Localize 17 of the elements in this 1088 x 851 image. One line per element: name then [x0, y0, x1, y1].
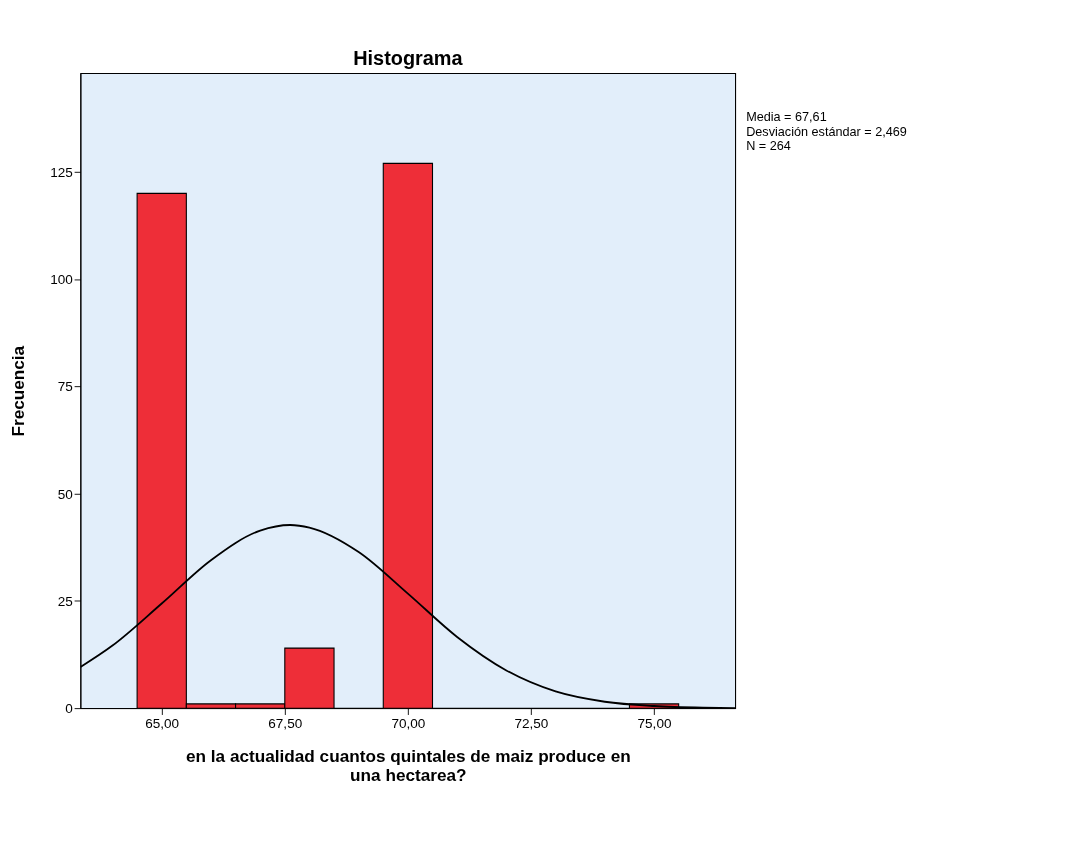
text: Desviación estándar = 2,469	[746, 124, 907, 139]
y-tick-label: 50	[57, 486, 73, 502]
y-tick-label: 75	[57, 379, 73, 395]
x-axis-title: en la actualidad cuantos quintales de maiz produce en una hectarea?	[186, 745, 631, 785]
x-tick-label: 70,00	[391, 715, 426, 731]
text: N = 264	[746, 139, 791, 154]
x-tick-label: 65,00	[145, 715, 180, 731]
text: Media = 67,61	[746, 110, 827, 125]
y-tick-label: 100	[50, 272, 73, 288]
x-tick-label: 72,50	[514, 715, 549, 731]
y-tick-label: 25	[57, 593, 73, 609]
chart-title: Histograma	[353, 47, 464, 70]
x-tick-label: 67,50	[268, 715, 303, 731]
y-tick-label: 125	[50, 164, 73, 180]
x-tick-label: 75,00	[637, 715, 672, 731]
y-tick-label: 0	[65, 701, 73, 717]
y-axis-title: Frecuencia	[7, 345, 28, 437]
